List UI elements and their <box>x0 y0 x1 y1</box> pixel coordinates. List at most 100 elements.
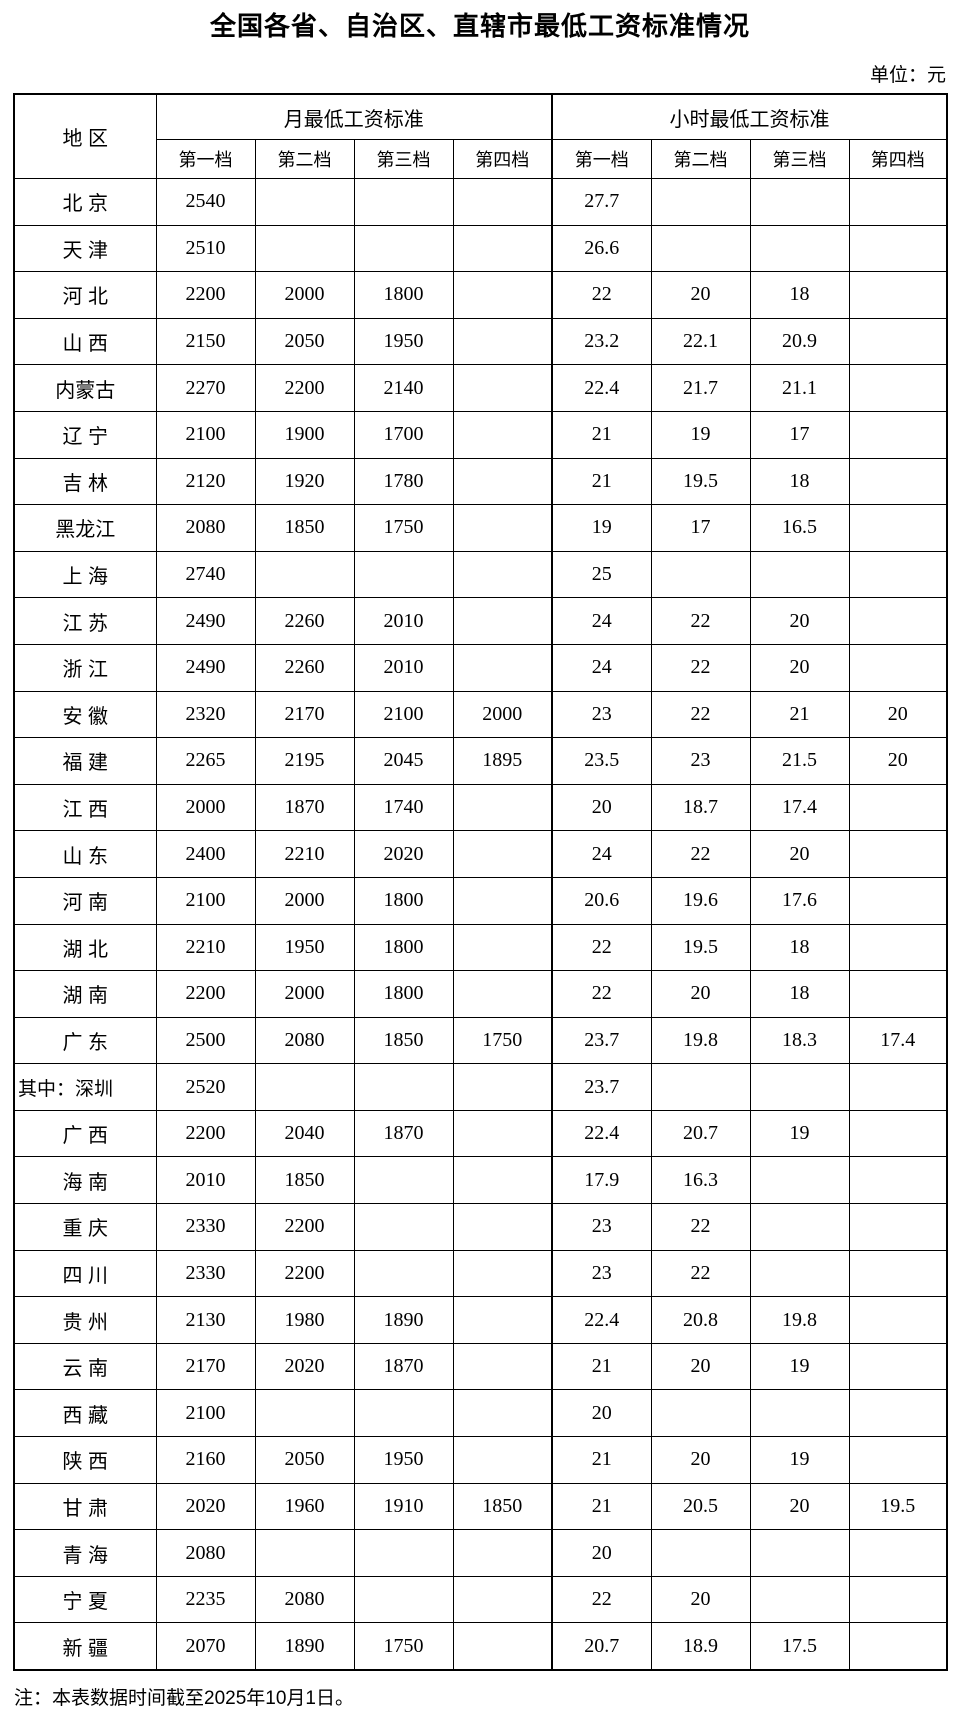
monthly-tier4-cell <box>452 457 553 506</box>
hourly-tier4-cell <box>848 1296 948 1344</box>
monthly-tier4-cell <box>452 1575 553 1624</box>
table-row: 湖 北 2210 1950 1800 22 19.5 18 <box>13 923 948 972</box>
monthly-tier4-cell <box>452 1622 553 1671</box>
hourly-tier3-cell <box>749 1249 850 1298</box>
hourly-tier1-cell: 21 <box>551 410 652 459</box>
hourly-tier1-cell: 23.5 <box>551 737 652 785</box>
hourly-tier3-cell: 18 <box>749 923 850 972</box>
hourly-tier1-cell: 21 <box>551 1482 652 1531</box>
monthly-tier3-cell <box>353 178 454 226</box>
hourly-tier4-cell <box>848 597 948 645</box>
hourly-group-header: 小时最低工资标准 <box>551 93 948 140</box>
hourly-tier3-cell: 21.1 <box>749 364 850 412</box>
region-cell: 湖 北 <box>13 923 157 972</box>
monthly-tier4-cell <box>452 1249 553 1298</box>
hourly-tier4-cell <box>848 550 948 599</box>
region-cell: 山 东 <box>13 830 157 878</box>
hourly-tier1-cell: 20 <box>551 1389 652 1438</box>
hourly-tier2-cell: 22 <box>650 597 751 645</box>
monthly-tier1-cell: 2520 <box>155 1063 256 1111</box>
table-row: 江 西 2000 1870 1740 20 18.7 17.4 <box>13 783 948 832</box>
monthly-tier3-cell: 1700 <box>353 410 454 459</box>
monthly-tier1-cell: 2100 <box>155 410 256 459</box>
hourly-tier1-cell: 22 <box>551 1575 652 1624</box>
hourly-tier4-cell <box>848 1156 948 1205</box>
region-cell: 内蒙古 <box>13 364 157 412</box>
monthly-tier1-cell: 2020 <box>155 1482 256 1531</box>
table-row: 山 东 2400 2210 2020 24 22 20 <box>13 830 948 878</box>
hourly-tier3-cell: 20 <box>749 597 850 645</box>
monthly-tier3-cell: 1800 <box>353 271 454 319</box>
hourly-tier4-cell <box>848 1622 948 1671</box>
hourly-tier2-cell: 22 <box>650 1203 751 1251</box>
table-row: 新 疆 2070 1890 1750 20.7 18.9 17.5 <box>13 1622 948 1671</box>
monthly-tier2-cell: 2050 <box>254 1436 355 1484</box>
table-row: 上 海 2740 25 <box>13 550 948 599</box>
table-row: 天 津 2510 26.6 <box>13 224 948 273</box>
monthly-tier3-cell: 2010 <box>353 597 454 645</box>
hourly-tier1-cell: 24 <box>551 830 652 878</box>
monthly-tier4-cell: 1750 <box>452 1016 553 1065</box>
hourly-tier4-cell <box>848 1249 948 1298</box>
hourly-tier2-cell: 20.5 <box>650 1482 751 1531</box>
monthly-tier4-cell: 1895 <box>452 737 553 785</box>
hourly-tier3-cell <box>749 550 850 599</box>
monthly-tier1-header: 第一档 <box>155 139 256 179</box>
monthly-tier2-cell: 2080 <box>254 1575 355 1624</box>
monthly-tier4-cell <box>452 1156 553 1205</box>
monthly-tier4-cell <box>452 1296 553 1344</box>
monthly-tier4-cell <box>452 1203 553 1251</box>
monthly-tier2-cell: 2080 <box>254 1016 355 1065</box>
hourly-tier2-cell: 20 <box>650 970 751 1018</box>
region-cell: 上 海 <box>13 550 157 599</box>
minimum-wage-table: 地 区 月最低工资标准 小时最低工资标准 第一档 第二档 第三档 第四档 第一档… <box>13 93 948 1671</box>
hourly-tier2-cell: 22.1 <box>650 317 751 366</box>
region-cell: 云 南 <box>13 1342 157 1391</box>
monthly-tier3-cell <box>353 1063 454 1111</box>
hourly-tier1-cell: 22.4 <box>551 364 652 412</box>
monthly-tier2-header: 第二档 <box>254 139 355 179</box>
monthly-tier2-cell: 1920 <box>254 457 355 506</box>
hourly-tier3-cell: 16.5 <box>749 504 850 552</box>
hourly-tier2-cell: 20.7 <box>650 1109 751 1158</box>
hourly-tier2-cell: 19.5 <box>650 457 751 506</box>
hourly-tier4-cell <box>848 1436 948 1484</box>
monthly-tier3-cell: 1800 <box>353 970 454 1018</box>
monthly-tier3-cell: 1950 <box>353 1436 454 1484</box>
hourly-tier1-header: 第一档 <box>551 139 652 179</box>
monthly-tier4-cell <box>452 224 553 273</box>
monthly-tier3-cell: 1800 <box>353 923 454 972</box>
monthly-tier1-cell: 2235 <box>155 1575 256 1624</box>
monthly-tier2-cell: 2260 <box>254 643 355 692</box>
hourly-tier4-header: 第四档 <box>848 139 948 179</box>
monthly-tier3-cell: 2010 <box>353 643 454 692</box>
monthly-tier3-cell <box>353 1156 454 1205</box>
hourly-tier3-cell: 20 <box>749 1482 850 1531</box>
monthly-tier2-cell <box>254 1529 355 1577</box>
region-cell: 北 京 <box>13 178 157 226</box>
monthly-tier4-cell <box>452 597 553 645</box>
hourly-tier3-cell: 17.4 <box>749 783 850 832</box>
monthly-tier4-cell <box>452 364 553 412</box>
table-row: 河 北 2200 2000 1800 22 20 18 <box>13 271 948 319</box>
hourly-tier2-cell: 16.3 <box>650 1156 751 1205</box>
hourly-tier4-cell <box>848 1342 948 1391</box>
table-row: 吉 林 2120 1920 1780 21 19.5 18 <box>13 457 948 506</box>
footnote: 注：本表数据时间截至2025年10月1日。 <box>14 1688 354 1709</box>
hourly-tier3-cell <box>749 1529 850 1577</box>
hourly-tier3-cell <box>749 1389 850 1438</box>
region-cell: 其中：深圳 <box>13 1063 157 1111</box>
table-row: 黑龙江 2080 1850 1750 19 17 16.5 <box>13 504 948 552</box>
hourly-tier4-cell <box>848 1203 948 1251</box>
region-cell: 福 建 <box>13 737 157 785</box>
hourly-tier3-cell: 19 <box>749 1342 850 1391</box>
monthly-tier2-cell: 2000 <box>254 970 355 1018</box>
hourly-tier1-cell: 20.7 <box>551 1622 652 1671</box>
hourly-tier4-cell <box>848 783 948 832</box>
monthly-tier3-cell <box>353 550 454 599</box>
table-row: 江 苏 2490 2260 2010 24 22 20 <box>13 597 948 645</box>
monthly-tier4-cell <box>452 178 553 226</box>
table-row: 浙 江 2490 2260 2010 24 22 20 <box>13 643 948 692</box>
table-row: 贵 州 2130 1980 1890 22.4 20.8 19.8 <box>13 1296 948 1344</box>
monthly-tier2-cell <box>254 1389 355 1438</box>
